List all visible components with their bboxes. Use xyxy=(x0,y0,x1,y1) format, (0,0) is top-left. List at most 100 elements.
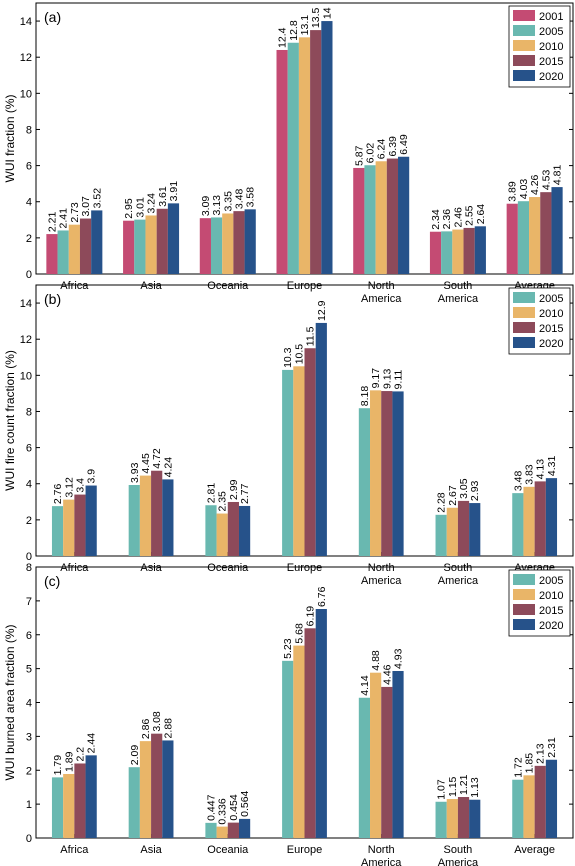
x-category-label: Asia xyxy=(140,280,162,292)
y-axis-label: WUI fraction (%) xyxy=(3,94,17,182)
panel-label: (c) xyxy=(44,573,60,589)
bar-2010-north-america xyxy=(370,390,382,556)
data-label: 3.01 xyxy=(134,197,146,218)
bar-2015-south-america xyxy=(457,500,470,556)
y-tick-label: 6 xyxy=(26,630,32,642)
x-category-label: South America xyxy=(438,844,479,866)
x-category-label-line: North xyxy=(368,562,395,574)
data-label: 3.09 xyxy=(200,196,212,217)
y-tick-label: 10 xyxy=(20,370,32,382)
bar-2010-average xyxy=(523,486,535,556)
bar-2005-average xyxy=(517,201,530,274)
data-label: 2.93 xyxy=(469,480,481,501)
legend-swatch-2020 xyxy=(513,337,535,348)
legend-swatch-2005 xyxy=(513,25,535,36)
x-category-label: Oceania xyxy=(207,562,249,574)
bar-2010-oceania xyxy=(216,513,228,556)
bar-2015-africa xyxy=(74,763,86,838)
data-label: 1.89 xyxy=(63,751,75,772)
bar-2005-average xyxy=(512,779,524,838)
legend-label: 2020 xyxy=(539,338,563,350)
legend-label: 2001 xyxy=(539,11,563,23)
data-label: 2.73 xyxy=(69,202,81,223)
data-label: 2.31 xyxy=(546,737,558,758)
data-label: 3.13 xyxy=(211,195,223,216)
bar-2005-average xyxy=(512,493,524,556)
bar-2020-europe xyxy=(321,21,333,274)
bar-2015-average xyxy=(534,481,546,556)
y-tick-label: 2 xyxy=(26,233,32,245)
data-label: 2.64 xyxy=(475,204,487,225)
legend-swatch-2015 xyxy=(513,55,535,66)
y-tick-label: 12 xyxy=(20,334,32,346)
legend-label: 2015 xyxy=(539,323,563,335)
data-label: 2.55 xyxy=(464,205,476,226)
data-label: 4.46 xyxy=(381,664,393,685)
data-label: 1.72 xyxy=(512,757,524,778)
data-label: 6.19 xyxy=(305,606,317,627)
data-label: 4.13 xyxy=(535,459,547,480)
x-category-label-line: America xyxy=(361,293,402,305)
bar-2001-north-america xyxy=(353,167,365,274)
data-label: 3.07 xyxy=(80,196,92,217)
data-label: 5.23 xyxy=(282,638,294,659)
bar-2010-north-america xyxy=(370,672,382,838)
x-category-label: North America xyxy=(361,562,402,587)
data-label: 4.24 xyxy=(162,457,174,478)
y-tick-label: 5 xyxy=(26,664,32,676)
bar-2020-average xyxy=(545,478,558,556)
bar-2005-south-america xyxy=(435,801,447,838)
bar-2020-average xyxy=(545,759,558,838)
y-tick-label: 2 xyxy=(26,515,32,527)
data-label: 6.39 xyxy=(387,136,399,157)
bar-2020-south-america xyxy=(469,503,481,556)
x-category-label: Africa xyxy=(60,844,89,856)
bar-2015-oceania xyxy=(227,501,239,556)
chart-panel-3: 0 1 2 3 4 5 6 7 8 WUI burned area fraction (%) (c)… xyxy=(3,562,574,866)
data-label: 6.49 xyxy=(398,134,410,155)
x-category-label-line: South xyxy=(444,844,473,856)
data-label: 2.13 xyxy=(535,743,547,764)
y-tick-label: 2 xyxy=(26,765,32,777)
bar-2020-north-america xyxy=(398,156,410,274)
data-label: 5.87 xyxy=(353,145,365,166)
data-label: 10.3 xyxy=(282,347,294,368)
data-label: 2.34 xyxy=(430,209,442,230)
legend-label: 2005 xyxy=(539,575,563,587)
x-category-label: Africa xyxy=(60,280,89,292)
x-category-label: Europe xyxy=(287,844,322,856)
legend-swatch-2015 xyxy=(513,322,535,333)
y-tick-label: 4 xyxy=(26,698,32,710)
legend-swatch-2020 xyxy=(513,619,535,630)
x-category-label-line: America xyxy=(438,293,479,305)
data-label: 3.4 xyxy=(74,478,86,493)
x-category-label: South America xyxy=(438,562,479,587)
bar-2010-average xyxy=(529,197,541,274)
data-label: 3.93 xyxy=(129,462,141,483)
bar-2005-north-america xyxy=(358,408,371,556)
bar-2015-africa xyxy=(74,494,86,556)
bar-2010-asia xyxy=(139,475,152,556)
y-tick-label: 0 xyxy=(26,833,32,845)
bar-2010-africa xyxy=(63,773,75,838)
x-category-label-line: America xyxy=(438,575,479,587)
bar-2005-oceania xyxy=(205,505,217,556)
y-tick-label: 0 xyxy=(26,269,32,281)
data-label: 3.48 xyxy=(512,471,524,492)
bar-2020-north-america xyxy=(392,391,404,556)
bar-2001-south-america xyxy=(429,231,442,274)
x-category-label: Asia xyxy=(140,562,162,574)
legend-label: 2020 xyxy=(539,71,563,83)
legend-label: 2010 xyxy=(539,41,563,53)
data-label: 6.02 xyxy=(365,143,377,164)
data-label: 2.95 xyxy=(123,198,135,219)
panel-label: (b) xyxy=(44,291,61,307)
data-label: 2.86 xyxy=(140,719,152,740)
y-tick-label: 8 xyxy=(26,124,32,136)
legend-swatch-2005 xyxy=(513,292,535,303)
legend-swatch-2015 xyxy=(513,604,535,615)
data-label: 2.21 xyxy=(46,211,58,232)
bar-2015-europe xyxy=(304,628,316,838)
legend-label: 2005 xyxy=(539,26,563,38)
